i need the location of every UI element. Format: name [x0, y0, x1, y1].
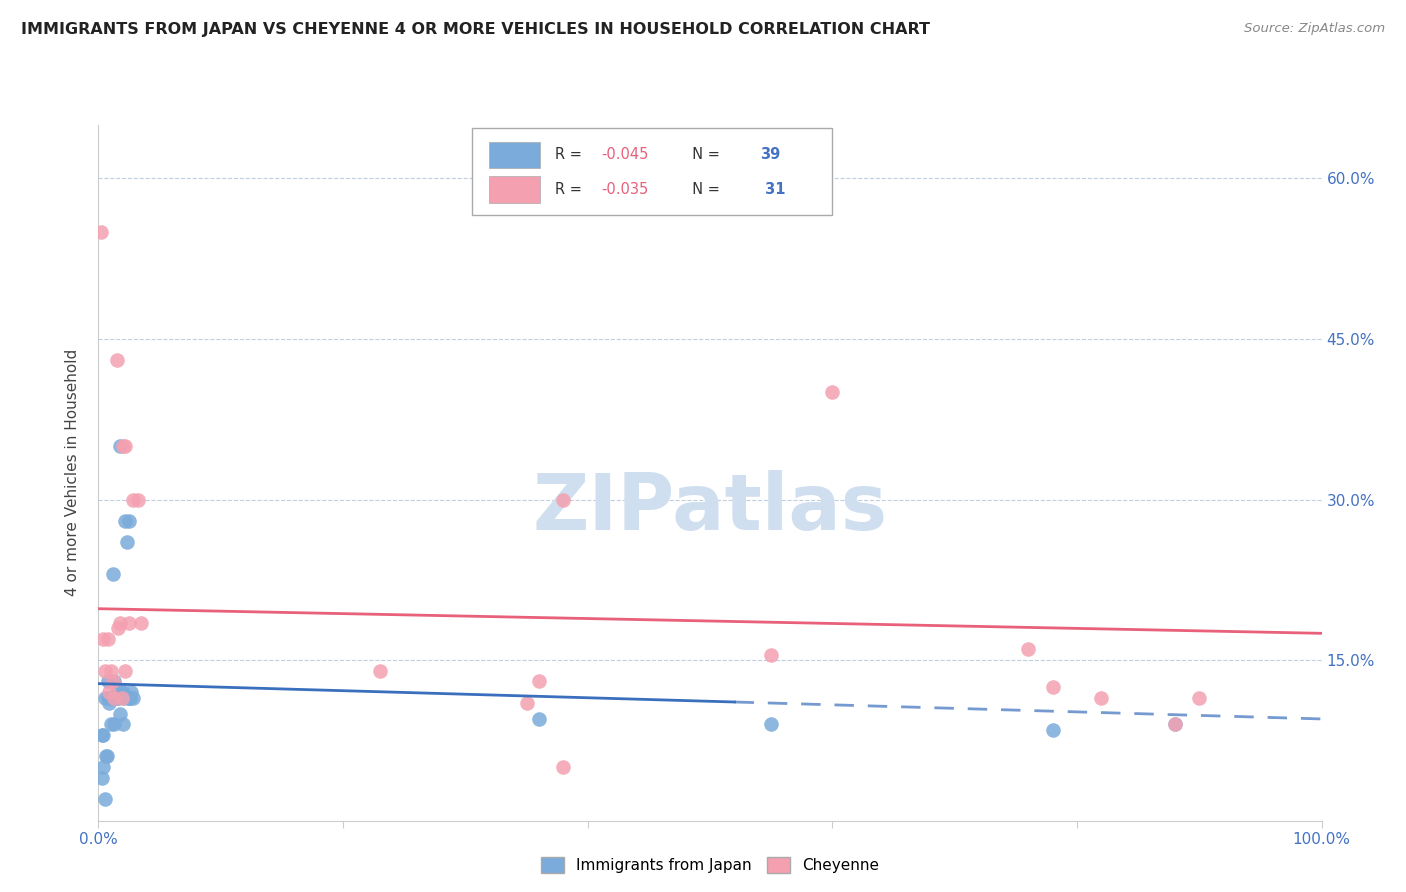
- Point: [98, 696, 121, 710]
- Text: R =: R =: [555, 182, 586, 197]
- FancyBboxPatch shape: [489, 142, 540, 168]
- FancyBboxPatch shape: [471, 128, 832, 215]
- Legend: Immigrants from Japan, Cheyenne: Immigrants from Japan, Cheyenne: [534, 851, 886, 880]
- Point: [94, 749, 117, 764]
- Point: [115, 535, 138, 549]
- Text: ZIPatlas: ZIPatlas: [533, 469, 887, 546]
- Point: [110, 439, 132, 453]
- Point: [91, 760, 114, 774]
- Text: N =: N =: [683, 147, 724, 162]
- Point: [527, 674, 550, 689]
- Point: [100, 717, 122, 731]
- Point: [96, 749, 118, 764]
- Point: [368, 664, 391, 678]
- Point: [114, 664, 136, 678]
- Point: [105, 690, 128, 705]
- Point: [127, 492, 149, 507]
- Point: [111, 690, 134, 705]
- Point: [553, 760, 575, 774]
- Point: [101, 690, 124, 705]
- Point: [1164, 717, 1187, 731]
- Point: [103, 690, 125, 705]
- Point: [118, 690, 141, 705]
- Point: [111, 685, 134, 699]
- Point: [553, 492, 575, 507]
- Point: [93, 690, 115, 705]
- Text: -0.035: -0.035: [602, 182, 648, 197]
- Point: [105, 685, 128, 699]
- Point: [90, 225, 112, 239]
- Point: [97, 690, 120, 705]
- Point: [110, 615, 132, 630]
- Point: [91, 771, 114, 785]
- Point: [1188, 690, 1211, 705]
- Point: [97, 674, 120, 689]
- Point: [101, 690, 124, 705]
- Point: [114, 514, 136, 528]
- Point: [101, 674, 124, 689]
- Point: [118, 514, 141, 528]
- Text: Source: ZipAtlas.com: Source: ZipAtlas.com: [1244, 22, 1385, 36]
- Text: -0.045: -0.045: [602, 147, 648, 162]
- Point: [821, 385, 844, 400]
- Point: [111, 439, 134, 453]
- Point: [129, 615, 152, 630]
- Y-axis label: 4 or more Vehicles in Household: 4 or more Vehicles in Household: [65, 349, 80, 597]
- Point: [101, 567, 124, 582]
- Point: [761, 717, 783, 731]
- Text: 39: 39: [761, 147, 780, 162]
- Point: [97, 632, 120, 646]
- Point: [103, 674, 125, 689]
- Point: [100, 690, 122, 705]
- Point: [91, 728, 114, 742]
- Point: [111, 685, 134, 699]
- Point: [103, 717, 125, 731]
- Point: [121, 690, 143, 705]
- Point: [1017, 642, 1039, 657]
- Point: [98, 685, 121, 699]
- Point: [91, 632, 114, 646]
- Point: [93, 664, 115, 678]
- Point: [112, 690, 135, 705]
- Point: [761, 648, 783, 662]
- Point: [118, 690, 141, 705]
- Point: [120, 690, 142, 705]
- Point: [1090, 690, 1112, 705]
- Text: 31: 31: [761, 182, 786, 197]
- Text: N =: N =: [683, 182, 724, 197]
- Point: [118, 615, 141, 630]
- Point: [105, 353, 128, 368]
- Point: [100, 664, 122, 678]
- Point: [515, 696, 537, 710]
- Text: R =: R =: [555, 147, 586, 162]
- Point: [114, 439, 136, 453]
- Point: [1164, 717, 1187, 731]
- Point: [107, 621, 129, 635]
- FancyBboxPatch shape: [489, 177, 540, 202]
- Point: [91, 728, 114, 742]
- Point: [93, 792, 115, 806]
- Point: [121, 492, 143, 507]
- Point: [1042, 680, 1064, 694]
- Point: [1042, 723, 1064, 737]
- Point: [110, 706, 132, 721]
- Point: [120, 685, 142, 699]
- Point: [111, 717, 134, 731]
- Point: [107, 690, 129, 705]
- Text: IMMIGRANTS FROM JAPAN VS CHEYENNE 4 OR MORE VEHICLES IN HOUSEHOLD CORRELATION CH: IMMIGRANTS FROM JAPAN VS CHEYENNE 4 OR M…: [21, 22, 931, 37]
- Point: [527, 712, 550, 726]
